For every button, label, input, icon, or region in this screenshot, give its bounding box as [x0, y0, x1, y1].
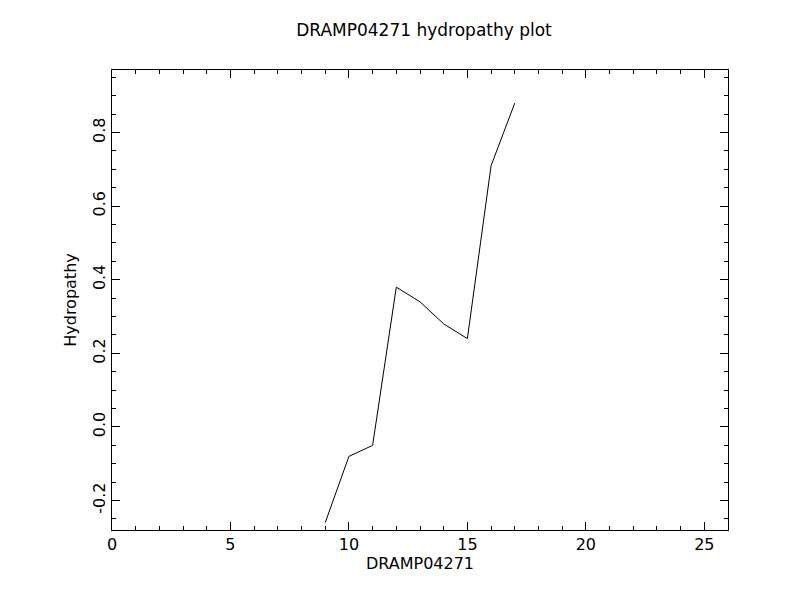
- svg-text:DRAMP04271 hydropathy plot: DRAMP04271 hydropathy plot: [296, 20, 552, 40]
- svg-text:25: 25: [694, 535, 714, 554]
- svg-text:Hydropathy: Hydropathy: [61, 253, 80, 347]
- svg-text:0.0: 0.0: [90, 412, 109, 437]
- svg-text:-0.2: -0.2: [90, 483, 109, 514]
- svg-text:DRAMP04271: DRAMP04271: [366, 554, 474, 573]
- svg-text:0.4: 0.4: [90, 265, 109, 290]
- svg-text:15: 15: [457, 535, 477, 554]
- svg-text:5: 5: [225, 535, 235, 554]
- svg-text:0: 0: [107, 535, 117, 554]
- svg-text:10: 10: [339, 535, 359, 554]
- svg-text:0.6: 0.6: [90, 191, 109, 216]
- svg-text:20: 20: [576, 535, 596, 554]
- svg-text:0.8: 0.8: [90, 117, 109, 142]
- svg-text:0.2: 0.2: [90, 338, 109, 363]
